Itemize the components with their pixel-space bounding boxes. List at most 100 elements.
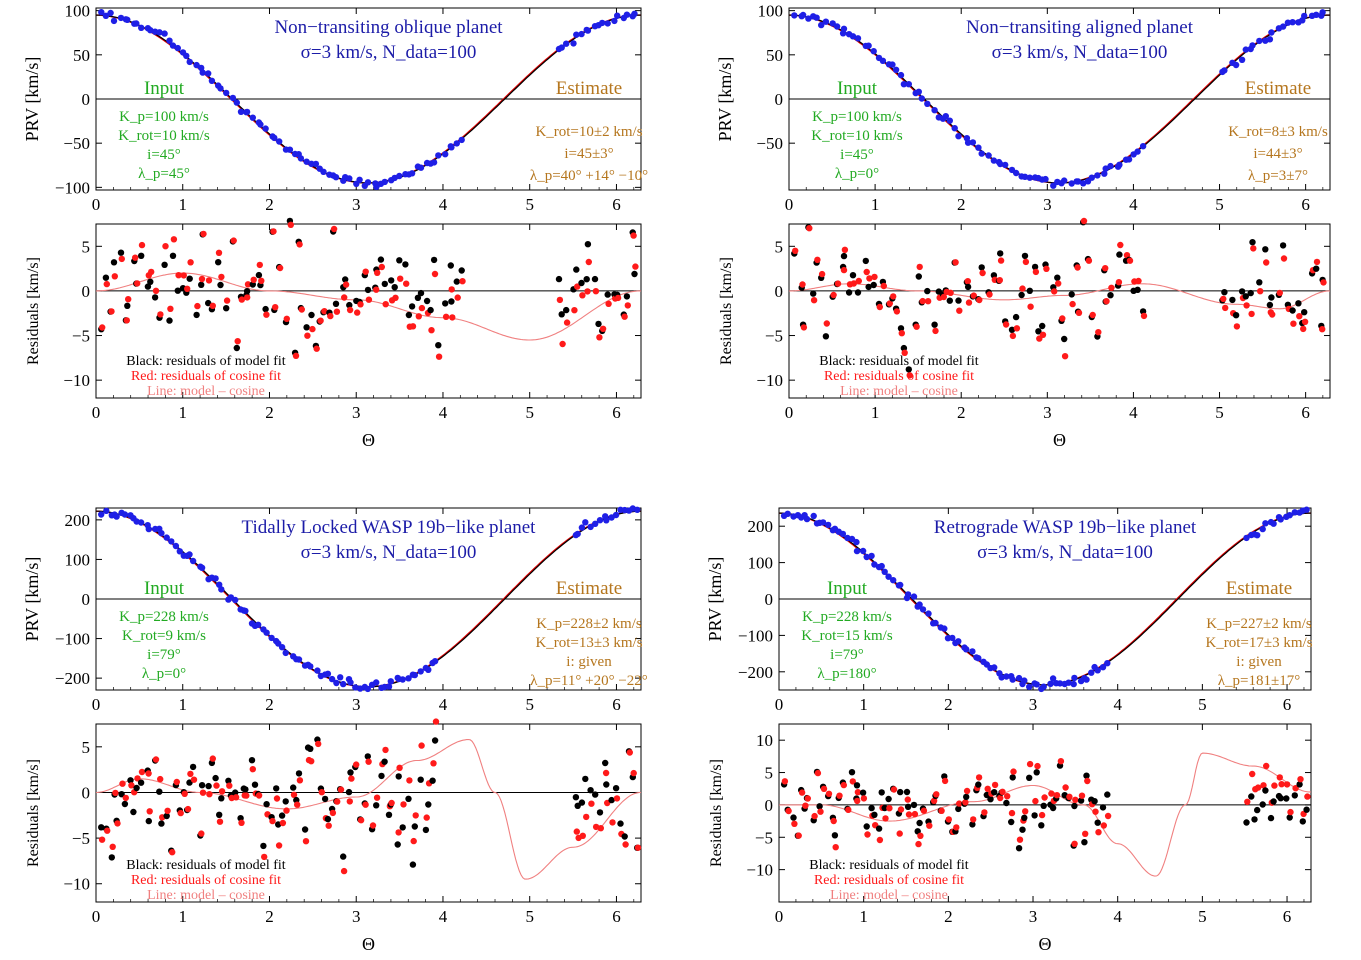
prv-panel-bottom-right-data-point (803, 515, 811, 523)
residual-panel-top-right-model-residual-point (1134, 286, 1141, 293)
residual-panel-top-right-cosine-residual-point (916, 263, 923, 271)
prv-panel-top-left-data-point (320, 168, 327, 175)
residual-panel-bottom-left-model-residual-point (263, 801, 270, 808)
residual-panel-top-left-model-residual-point (215, 259, 222, 266)
prv-panel-top-left-title: Non−transiting oblique planet (274, 17, 503, 38)
prv-panel-top-right-data-point (1289, 19, 1296, 26)
residual-panel-bottom-right-xtick-label: 5 (1198, 907, 1207, 926)
residual-panel-top-right-cosine-residual-point (1059, 315, 1066, 322)
prv-panel-top-right-xtick-label: 5 (1215, 195, 1224, 214)
prv-panel-top-right-data-point (905, 81, 912, 88)
residual-panel-bottom-left-model-residual-point (278, 812, 286, 819)
prv-panel-top-left-ylabel: PRV [km/s] (22, 57, 42, 142)
residual-panel-top-right-model-residual-point (865, 283, 872, 291)
residual-panel-top-right-model-residual-point (1301, 309, 1308, 316)
prv-panel-top-right-data-point (964, 139, 972, 146)
residual-panel-top-left-model-residual-point (198, 281, 205, 288)
prv-panel-bottom-left-data-point (347, 679, 354, 686)
prv-panel-top-left-data-point (133, 20, 140, 27)
prv-panel-top-left-data-point (297, 155, 305, 162)
residual-panel-top-right-cosine-residual-point (979, 269, 986, 277)
residual-panel-top-left-cosine-residual-point (342, 281, 350, 288)
residual-panel-top-right-cosine-residual-point (1280, 255, 1288, 262)
residual-panel-top-right-model-residual-point (955, 297, 962, 304)
prv-panel-top-right-input-header: Input (837, 78, 878, 99)
residual-panel-bottom-right-model-residual-point (1270, 798, 1277, 805)
residual-panel-bottom-right-model-residual-point (1033, 769, 1040, 776)
residual-panel-top-right-cosine-residual-point (996, 277, 1003, 284)
prv-panel-bottom-right-data-point (949, 634, 956, 642)
residual-panel-top-left-legend-line: Line: model – cosine (147, 384, 265, 399)
residual-panel-bottom-right-cosine-residual-point (860, 795, 868, 802)
residual-panel-top-right-model-residual-point (1012, 313, 1020, 321)
residual-panel-bottom-left-model-residual-point (158, 820, 165, 827)
residual-panel-bottom-left-model-residual-point (98, 824, 105, 831)
residual-panel-bottom-right-model-residual-point (1008, 818, 1015, 826)
residual-panel-top-right-model-residual-point (1221, 289, 1228, 296)
residual-panel-bottom-right-model-residual-point (1267, 814, 1275, 822)
residual-panel-bottom-left-model-residual-point (425, 801, 432, 808)
prv-panel-bottom-left-estimate-line: λ_p=11° +20° −22° (530, 673, 648, 689)
prv-panel-top-left-data-point (312, 160, 320, 168)
residual-panel-bottom-left-model-residual-point (345, 788, 353, 796)
residual-panel-bottom-left-cosine-residual-point (169, 849, 176, 856)
residual-panel-top-right-cosine-residual-point (1233, 323, 1241, 330)
residual-panel-bottom-left-xtick-label: 6 (612, 907, 621, 926)
residual-panel-bottom-left-cosine-residual-point (597, 825, 604, 832)
residual-panel-bottom-right-model-residual-point (1009, 774, 1016, 781)
residual-panel-bottom-left-cosine-residual-point (423, 814, 430, 821)
prv-panel-bottom-right-data-point (853, 547, 861, 555)
residual-panel-top-left-cosine-residual-point (180, 272, 187, 279)
residual-panel-bottom-left-xtick-label: 2 (265, 907, 274, 926)
prv-panel-bottom-right-data-point (1104, 660, 1111, 667)
prv-panel-bottom-right-data-point (1026, 683, 1033, 690)
residual-panel-bottom-left-cosine-residual-point (109, 843, 116, 850)
residual-panel-bottom-left-model-residual-point (621, 833, 628, 840)
residual-panel-top-right-cosine-residual-point (1074, 264, 1081, 271)
residual-panel-bottom-right-model-residual-point (1303, 806, 1310, 813)
residual-panel-top-right-cosine-residual-point (800, 324, 808, 331)
residual-panel-bottom-right-cosine-residual-point (1095, 829, 1102, 836)
residual-panel-bottom-right-cosine-residual-point (896, 830, 903, 837)
residual-panel-bottom-left-model-residual-point (248, 757, 256, 764)
prv-panel-bottom-right-data-point (1270, 520, 1277, 527)
prv-panel-top-left-data-point (186, 58, 193, 66)
residual-panel-top-left-model-residual-point (388, 277, 395, 284)
prv-panel-bottom-right-data-point (963, 646, 970, 653)
residual-panel-top-left-model-residual-point (169, 252, 177, 259)
residual-panel-bottom-left-cosine-residual-point (146, 808, 153, 815)
prv-panel-bottom-left-estimate-line: i: given (566, 654, 612, 670)
residual-panel-bottom-left-model-residual-point (198, 782, 206, 789)
prv-panel-top-right-data-point (818, 21, 825, 29)
residual-panel-bottom-right-cosine-residual-point (1034, 762, 1041, 770)
residual-panel-top-left-xtick-label: 0 (92, 403, 101, 422)
residual-panel-bottom-left-cosine-residual-point (173, 778, 180, 786)
residual-panel-bottom-right-cosine-residual-point (920, 807, 928, 814)
residual-panel-top-left-cosine-residual-point (333, 308, 341, 315)
prv-panel-bottom-left-ytick-label: 0 (82, 590, 91, 609)
residual-panel-top-left-model-residual-point (405, 311, 413, 319)
prv-panel-bottom-left-data-point (212, 575, 219, 582)
residual-panel-bottom-right-cosine-residual-point (970, 816, 977, 823)
residual-panel-top-left-model-residual-point (430, 256, 438, 264)
residual-panel-top-left-cosine-residual-point (118, 255, 126, 263)
residual-panel-bottom-right-model-residual-point (878, 789, 885, 796)
residual-panel-top-right-model-residual-point (1107, 292, 1114, 299)
residual-panel-top-left-cosine-residual-point (563, 319, 571, 326)
prv-panel-bottom-left-data-point (103, 507, 110, 514)
prv-panel-top-left-data-point (166, 37, 173, 44)
prv-panel-bottom-right-data-point (1047, 680, 1054, 687)
residual-panel-top-right-cosine-residual-point (855, 277, 862, 285)
prv-panel-top-left-data-point (161, 30, 168, 37)
residual-panel-top-left-cosine-residual-point (198, 275, 206, 283)
residual-panel-bottom-left-cosine-residual-point (128, 782, 135, 789)
residual-panel-top-right-cosine-residual-point (1095, 329, 1102, 336)
residual-panel-bottom-left-cosine-residual-point (98, 836, 106, 843)
prv-panel-top-right-data-point (975, 144, 982, 151)
residual-panel-top-right-cosine-residual-point (880, 282, 887, 290)
residual-panel-bottom-left-cosine-residual-point (353, 761, 360, 768)
residual-panel-top-left-ytick-label: −5 (72, 327, 90, 346)
prv-panel-top-right-data-point (1094, 172, 1101, 179)
residual-panel-bottom-right-cosine-residual-point (1244, 798, 1251, 805)
residual-panel-top-right-cosine-residual-point (876, 303, 883, 311)
